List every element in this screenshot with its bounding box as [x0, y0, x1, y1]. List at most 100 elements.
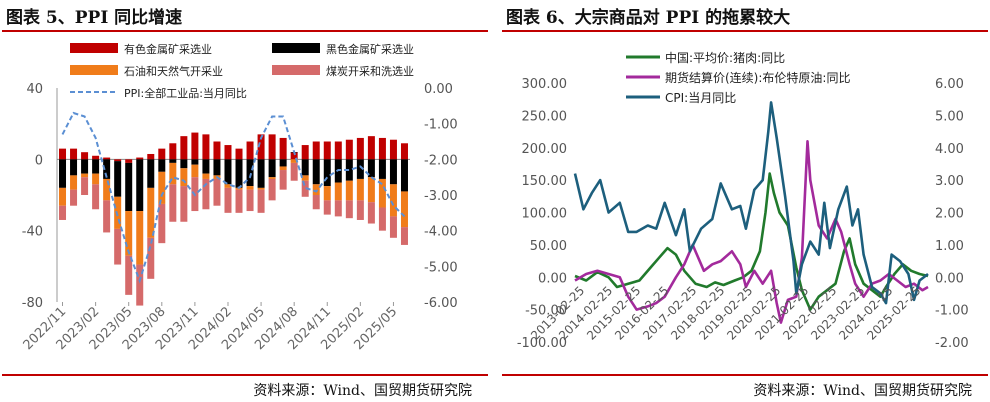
- bar-coal: [246, 189, 254, 212]
- bar-nonferrous: [345, 139, 353, 160]
- bar-coal: [103, 200, 111, 233]
- right-y2-tick-label: -2.00: [935, 336, 969, 351]
- bar-nonferrous: [389, 139, 397, 160]
- bar-oilgas: [290, 159, 298, 163]
- right-chart-title: 图表 6、大宗商品对 PPI 的拖累较大: [506, 8, 791, 28]
- bar-coal: [224, 187, 232, 213]
- bar-oilgas: [59, 187, 67, 206]
- legend-label: 有色金属矿采选业: [124, 42, 212, 56]
- bar-ferrous: [246, 159, 254, 187]
- bar-nonferrous: [279, 137, 287, 160]
- bar-ferrous: [202, 159, 210, 174]
- bar-nonferrous: [290, 152, 298, 160]
- bar-ferrous: [81, 159, 89, 174]
- bar-oilgas: [70, 175, 78, 190]
- bar-coal: [301, 180, 309, 197]
- bar-oilgas: [279, 166, 287, 171]
- bar-oilgas: [268, 177, 276, 179]
- bar-oilgas: [301, 175, 309, 181]
- bar-ferrous: [367, 159, 375, 178]
- left-chart-svg: 40 0 -40 -80 0.00 -1.00 -2.00 -3.00 -4.00 -5.00 -6…: [21, 42, 458, 353]
- right-y-tick-label: -50.00: [525, 304, 567, 319]
- left-source-divider: [2, 374, 488, 376]
- bar-oilgas: [323, 186, 331, 201]
- bar-ferrous: [257, 159, 265, 188]
- bar-ferrous: [114, 161, 122, 197]
- left-y-tick-label: 40: [26, 82, 43, 97]
- bar-oilgas: [345, 180, 353, 201]
- legend-label: 期货结算价(连续):布伦特原油:同比: [665, 70, 850, 85]
- right-y-tick-label: 300.00: [522, 77, 568, 92]
- bar-nonferrous: [257, 134, 265, 160]
- cpi-yoy-line: [573, 101, 929, 305]
- bar-coal: [169, 184, 177, 222]
- bar-oilgas: [169, 162, 177, 185]
- bar-coal: [378, 207, 386, 231]
- bar-oilgas: [312, 184, 320, 195]
- bar-oilgas: [246, 186, 254, 190]
- bar-oilgas: [224, 184, 232, 188]
- left-y-tick-label: 0: [35, 153, 43, 168]
- bar-oilgas: [334, 182, 342, 201]
- right-y-tick-label: 250.00: [522, 109, 568, 124]
- bar-coal: [279, 170, 287, 190]
- left-y2-tick-label: 0.00: [424, 82, 453, 97]
- left-chart-panel: 图表 5、PPI 同比增速 40 0 -40 -80 0.00 -1.00 -2.00 -3.…: [0, 0, 490, 402]
- bar-oilgas: [103, 178, 111, 201]
- legend-swatch: [70, 65, 118, 75]
- bar-ferrous: [70, 159, 78, 176]
- right-y2-tick-label: 2.00: [935, 207, 964, 222]
- bar-coal: [323, 200, 331, 215]
- left-y-tick-label: -40: [22, 225, 43, 240]
- bar-nonferrous: [158, 148, 166, 160]
- bar-nonferrous: [114, 159, 122, 162]
- bar-nonferrous: [367, 136, 375, 160]
- bar-ferrous: [169, 159, 177, 163]
- bar-coal: [125, 255, 133, 295]
- bar-ferrous: [59, 159, 67, 188]
- bar-coal: [147, 237, 155, 279]
- bar-coal: [400, 227, 408, 245]
- bar-coal: [334, 200, 342, 217]
- right-y2-tick-label: 4.00: [935, 142, 964, 157]
- right-title-divider: [502, 30, 988, 32]
- bar-nonferrous: [378, 137, 386, 160]
- bar-coal: [268, 178, 276, 201]
- bar-coal: [158, 203, 166, 244]
- bar-nonferrous: [312, 141, 320, 160]
- bar-nonferrous: [147, 153, 155, 160]
- bar-coal: [59, 205, 67, 220]
- bar-ferrous: [213, 159, 221, 176]
- bar-nonferrous: [180, 136, 188, 160]
- bar-nonferrous: [125, 159, 133, 163]
- bar-nonferrous: [246, 141, 254, 160]
- bar-ferrous: [158, 159, 166, 172]
- bar-nonferrous: [191, 132, 199, 160]
- bar-nonferrous: [268, 134, 276, 160]
- bar-nonferrous: [81, 152, 89, 160]
- bar-oilgas: [257, 187, 265, 190]
- legend-swatch: [70, 43, 118, 53]
- bar-ferrous: [147, 159, 155, 188]
- right-chart-svg: 300.00 250.00 200.00 150.00 100.00 50.00 0.00 -…: [517, 50, 969, 351]
- bar-coal: [70, 189, 78, 206]
- right-y-tick-label: 0.00: [538, 271, 567, 286]
- bar-oilgas: [158, 171, 166, 204]
- bar-nonferrous: [202, 134, 210, 160]
- right-y2-tick-label: -1.00: [935, 304, 969, 319]
- pork-yoy-line: [574, 172, 929, 311]
- right-y-tick-label: -100.00: [517, 336, 567, 351]
- bar-ferrous: [279, 159, 287, 167]
- left-y2-tick-label: -6.00: [424, 296, 458, 311]
- bar-nonferrous: [400, 143, 408, 160]
- bar-ferrous: [301, 159, 309, 176]
- bar-ferrous: [389, 159, 397, 185]
- bar-oilgas: [378, 178, 386, 208]
- right-y-tick-label: 100.00: [522, 207, 568, 222]
- bar-oilgas: [389, 184, 397, 217]
- bar-oilgas: [125, 211, 133, 256]
- bar-oilgas: [180, 168, 188, 187]
- bar-nonferrous: [213, 141, 221, 160]
- left-y2-tick-label: -5.00: [424, 260, 458, 275]
- left-y2-tick-label: -3.00: [424, 189, 458, 204]
